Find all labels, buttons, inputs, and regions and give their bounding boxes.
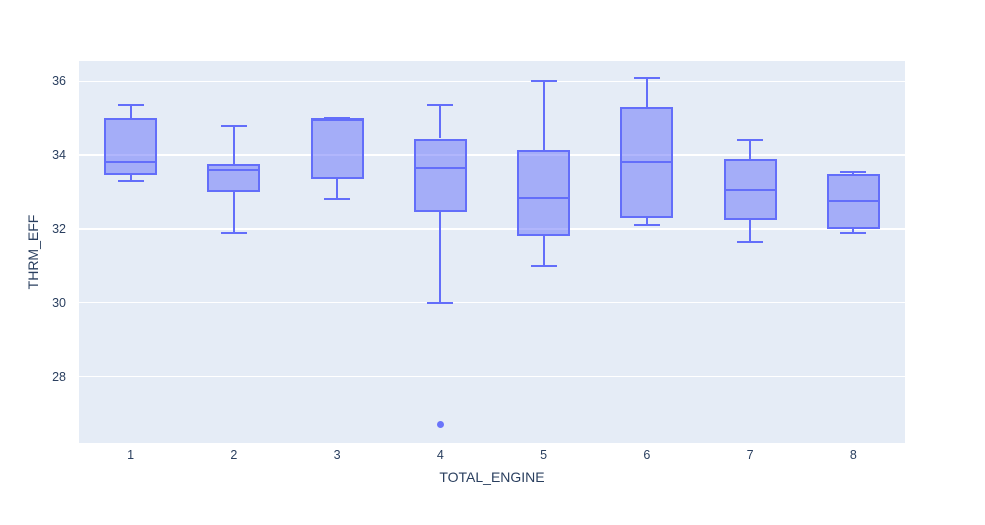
y-tick-label: 32 (52, 221, 66, 236)
box-whisker-lower (852, 228, 855, 233)
x-tick-label: 4 (436, 448, 444, 462)
whisker-cap-top (220, 124, 247, 127)
x-axis-title: TOTAL_ENGINE (439, 469, 545, 485)
whisker-cap-top (117, 104, 144, 107)
y-tick-label: 30 (52, 295, 66, 310)
x-tick-label: 2 (230, 448, 238, 462)
gridline (79, 375, 905, 378)
whisker-cap-bottom (324, 198, 351, 201)
y-tick-label: 34 (52, 148, 66, 163)
box-whisker-upper (542, 81, 545, 150)
whisker-cap-top (737, 139, 764, 142)
median-line (826, 200, 880, 203)
box-rect[interactable] (517, 149, 571, 237)
box-whisker-lower (749, 219, 752, 242)
whisker-cap-top (840, 170, 867, 173)
box-rect[interactable] (104, 118, 158, 176)
gridline (79, 301, 905, 304)
median-line (207, 168, 261, 171)
whisker-cap-bottom (737, 240, 764, 243)
box-whisker-upper (232, 125, 235, 165)
x-tick-label: 8 (849, 448, 857, 462)
box-whisker-lower (645, 217, 648, 226)
gridline (79, 228, 905, 230)
median-line (517, 196, 571, 199)
whisker-cap-bottom (530, 264, 557, 267)
box-rect[interactable] (310, 118, 364, 180)
x-tick-label: 6 (643, 448, 651, 462)
x-tick-label: 5 (540, 448, 548, 462)
box-whisker-lower (232, 192, 235, 233)
whisker-cap-top (633, 76, 660, 79)
box-whisker-lower (542, 236, 545, 266)
box-whisker-lower (439, 212, 442, 303)
x-tick-label: 1 (127, 448, 135, 462)
median-line (413, 167, 467, 170)
median-line (723, 189, 777, 192)
y-tick-label: 36 (52, 74, 66, 89)
box-whisker-lower (129, 175, 132, 181)
outlier-point[interactable] (436, 421, 444, 429)
plot-area[interactable] (79, 61, 905, 443)
box-whisker-lower (336, 179, 339, 200)
median-line (104, 161, 158, 164)
whisker-cap-top (530, 80, 557, 83)
gridline (79, 80, 905, 83)
whisker-cap-top (427, 104, 454, 107)
box-whisker-upper (645, 77, 648, 108)
box-whisker-upper (129, 105, 132, 119)
gridline (79, 154, 905, 156)
median-line (310, 119, 364, 122)
x-tick-label: 7 (746, 448, 754, 462)
median-line (620, 161, 674, 164)
whisker-cap-bottom (633, 224, 660, 227)
box-whisker-upper (439, 105, 442, 139)
whisker-cap-bottom (220, 231, 247, 234)
whisker-cap-bottom (117, 179, 144, 182)
box-rect[interactable] (413, 138, 467, 213)
whisker-cap-bottom (427, 301, 454, 304)
whisker-cap-bottom (840, 231, 867, 234)
y-tick-label: 28 (52, 369, 66, 384)
x-tick-label: 3 (333, 448, 341, 462)
box-whisker-upper (749, 140, 752, 159)
